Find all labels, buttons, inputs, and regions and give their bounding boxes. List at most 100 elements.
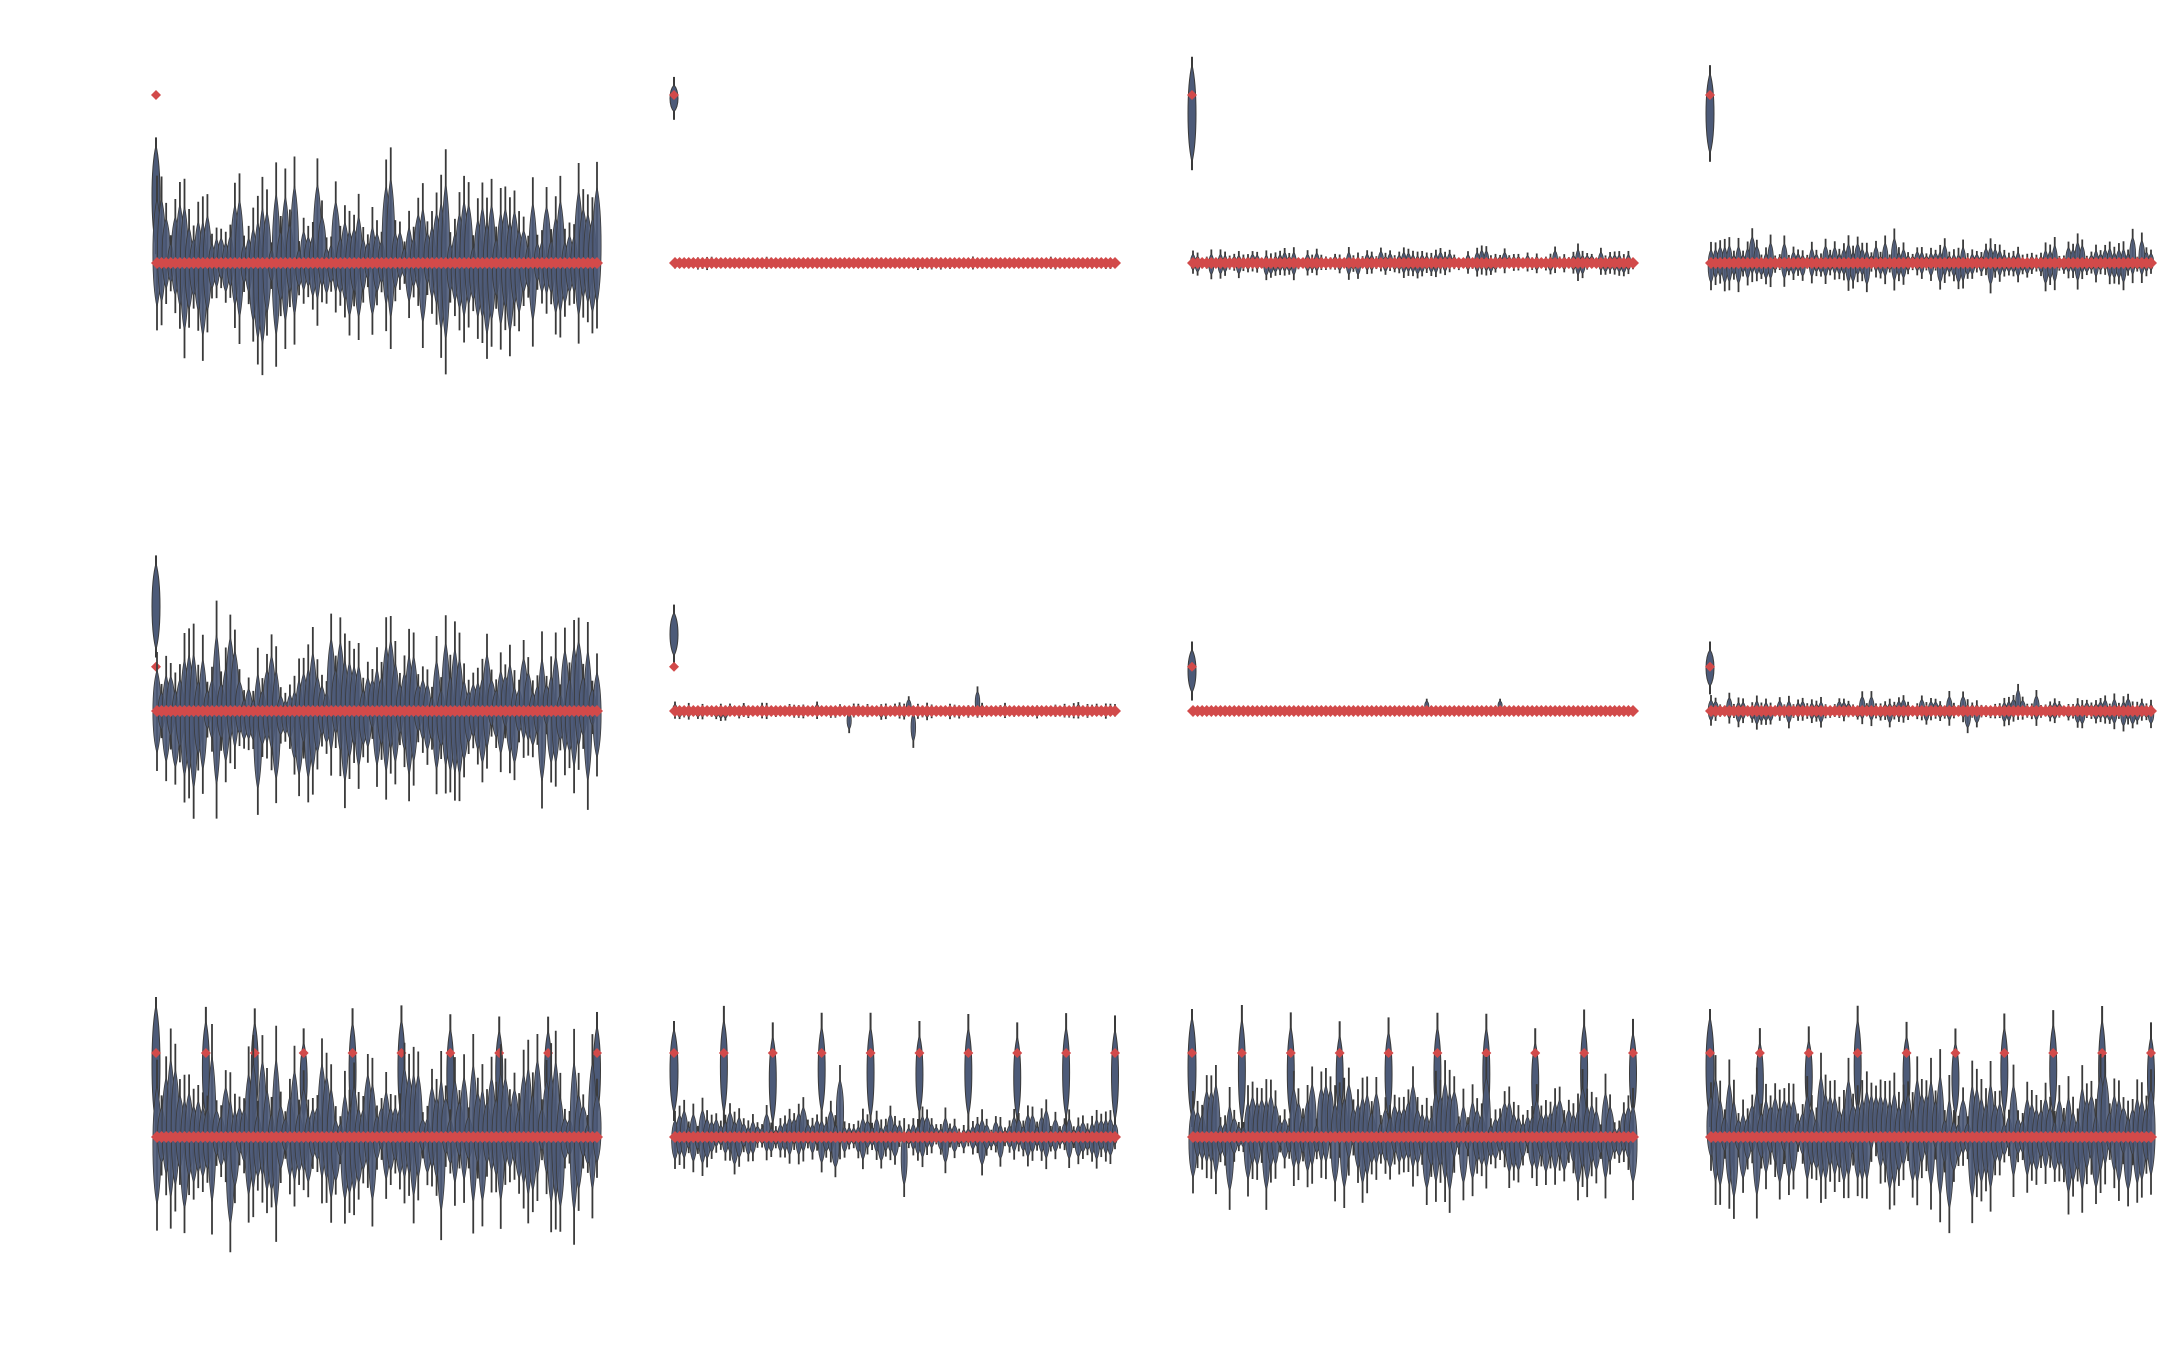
peak-marker xyxy=(298,1048,309,1058)
peak-marker xyxy=(767,1048,778,1058)
peak-marker xyxy=(249,1048,260,1058)
violin-body xyxy=(910,711,917,743)
peak-marker xyxy=(1012,1048,1023,1058)
peak-marker xyxy=(816,1048,827,1058)
first-violin xyxy=(669,1027,679,1115)
first-marker xyxy=(669,90,679,100)
first-marker xyxy=(1187,1048,1197,1058)
peak-violin xyxy=(915,1034,924,1114)
first-violin xyxy=(1705,71,1715,156)
peak-marker xyxy=(1061,1048,1072,1058)
panel-r2c4 xyxy=(1705,641,2157,734)
peak-marker xyxy=(963,1048,974,1058)
peak-marker xyxy=(1334,1048,1345,1058)
violin-body xyxy=(1729,1100,1739,1199)
peak-marker xyxy=(1110,1048,1120,1058)
first-violin xyxy=(1187,64,1197,163)
peak-violin xyxy=(1062,1026,1071,1118)
first-violin xyxy=(1187,1016,1197,1120)
violin-body xyxy=(592,1092,602,1165)
violin-body xyxy=(2129,236,2137,276)
peak-marker xyxy=(1950,1048,1961,1058)
median-marker xyxy=(1109,257,1121,269)
peak-marker xyxy=(2048,1048,2059,1058)
first-violin xyxy=(669,611,679,657)
violin-body xyxy=(1628,1103,1638,1185)
first-marker xyxy=(669,661,679,672)
violin-body xyxy=(846,711,852,731)
violin-body xyxy=(1307,1082,1317,1168)
median-marker xyxy=(591,257,603,269)
panel-r2c1 xyxy=(151,555,603,819)
panels xyxy=(151,56,2157,1253)
panel-r3c1 xyxy=(151,997,603,1253)
panel-r3c3 xyxy=(1187,1005,1639,1213)
first-marker xyxy=(151,90,161,100)
peak-marker xyxy=(200,1048,211,1058)
median-marker xyxy=(1109,1131,1121,1143)
violin-body xyxy=(900,1128,908,1187)
peak-violin xyxy=(964,1027,973,1116)
violin-body xyxy=(592,186,602,304)
peak-marker xyxy=(592,1048,602,1058)
peak-violin xyxy=(866,1026,875,1119)
panel-r1c2 xyxy=(669,76,1121,271)
violin-body xyxy=(835,1077,845,1147)
panel-r1c1 xyxy=(151,90,603,376)
peak-marker xyxy=(1999,1048,2010,1058)
peak-marker xyxy=(1383,1048,1394,1058)
peak-marker xyxy=(914,1048,925,1058)
violin-body xyxy=(289,184,300,317)
median-marker xyxy=(2145,257,2157,269)
first-marker xyxy=(151,1048,161,1058)
peak-violin xyxy=(719,1019,728,1114)
median-marker xyxy=(1627,1131,1639,1143)
peak-marker xyxy=(1285,1048,1296,1058)
median-marker xyxy=(2145,705,2157,717)
peak-violin xyxy=(1237,1018,1246,1123)
first-marker xyxy=(1705,1048,1715,1058)
peak-marker xyxy=(1481,1048,1492,1058)
violin-body xyxy=(413,1073,423,1179)
peak-marker xyxy=(494,1048,505,1058)
median-marker xyxy=(1627,705,1639,717)
peak-marker xyxy=(718,1048,729,1058)
peak-marker xyxy=(1579,1048,1590,1058)
panel-r1c3 xyxy=(1187,56,1639,281)
panel-r3c4 xyxy=(1705,1005,2157,1234)
peak-marker xyxy=(1530,1048,1541,1058)
peak-marker xyxy=(1901,1048,1912,1058)
median-marker xyxy=(1627,257,1639,269)
peak-marker xyxy=(347,1048,358,1058)
peak-marker xyxy=(1852,1048,1863,1058)
peak-marker xyxy=(1754,1048,1765,1058)
median-marker xyxy=(591,1131,603,1143)
peak-violin xyxy=(1013,1036,1022,1119)
median-marker xyxy=(2145,1131,2157,1143)
peak-violin xyxy=(1110,1029,1120,1121)
first-marker xyxy=(1187,661,1197,672)
first-marker xyxy=(1705,661,1715,672)
panel-r2c3 xyxy=(1187,641,1639,717)
median-marker xyxy=(591,705,603,717)
panel-r1c4 xyxy=(1705,65,2157,294)
first-marker xyxy=(1187,90,1197,100)
peak-violin xyxy=(1951,1040,1960,1117)
median-marker xyxy=(1109,705,1121,717)
peak-marker xyxy=(1236,1048,1247,1058)
panel-r2c2 xyxy=(669,604,1121,748)
first-violin xyxy=(151,561,161,652)
first-marker xyxy=(669,1048,679,1058)
peak-marker xyxy=(1803,1048,1814,1058)
peak-marker xyxy=(2146,1048,2156,1058)
peak-marker xyxy=(445,1048,456,1058)
peak-marker xyxy=(1628,1048,1638,1058)
peak-marker xyxy=(865,1048,876,1058)
peak-violin xyxy=(817,1026,826,1113)
peak-violin xyxy=(2000,1027,2009,1115)
violin-body xyxy=(532,1059,542,1177)
peak-marker xyxy=(1432,1048,1443,1058)
panel-r3c2 xyxy=(669,1005,1121,1197)
first-marker xyxy=(1705,90,1715,100)
